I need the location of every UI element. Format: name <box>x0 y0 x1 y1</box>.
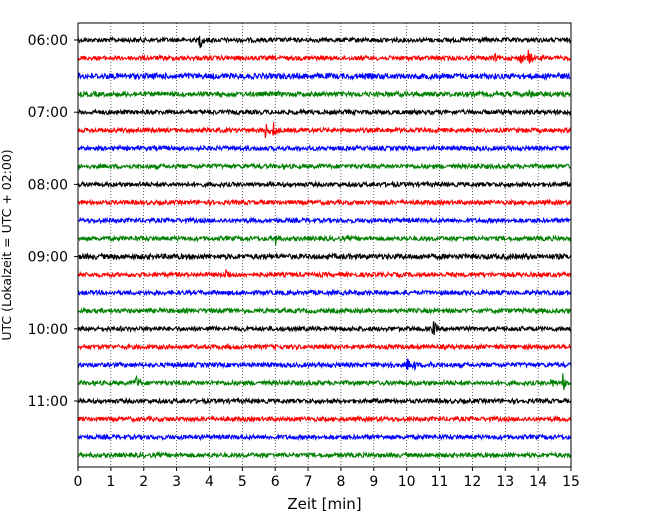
trace-11:45 <box>77 450 572 460</box>
x-tick-label-7: 7 <box>304 474 313 490</box>
x-tick-label-3: 3 <box>172 474 181 490</box>
trace-07:00 <box>77 107 572 117</box>
trace-07:45 <box>77 162 572 171</box>
x-tick-label-4: 4 <box>205 474 214 490</box>
y-tick-label-09:00: 09:00 <box>28 250 68 266</box>
trace-11:15 <box>77 414 572 424</box>
x-tick-label-2: 2 <box>139 474 148 490</box>
trace-06:15 <box>77 49 572 64</box>
x-tick-label-10: 10 <box>398 474 416 490</box>
trace-06:30 <box>77 71 572 82</box>
trace-08:15 <box>77 198 572 207</box>
x-tick-label-5: 5 <box>238 474 247 490</box>
y-axis-ticks: 06:00 07:00 08:00 09:00 10:00 11:00 <box>28 33 78 410</box>
y-tick-label-08:00: 08:00 <box>28 177 68 193</box>
trace-06:00 <box>77 35 572 49</box>
x-tick-label-6: 6 <box>271 474 280 490</box>
trace-09:30 <box>77 288 572 298</box>
x-tick-label-12: 12 <box>463 474 481 490</box>
trace-06:45 <box>77 89 572 99</box>
x-tick-label-11: 11 <box>431 474 449 490</box>
trace-08:00 <box>77 180 572 189</box>
trace-10:45 <box>77 373 572 391</box>
trace-10:30 <box>77 358 572 372</box>
plot-frame <box>77 22 572 468</box>
y-axis-label: UTC (Lokalzeit = UTC + 02:00) <box>0 149 14 340</box>
trace-11:00 <box>77 396 572 406</box>
trace-07:15 <box>77 122 572 139</box>
y-tick-label-06:00: 06:00 <box>28 33 68 49</box>
trace-10:15 <box>77 342 572 352</box>
trace-09:15 <box>77 269 572 279</box>
x-axis-ticks: 0 1 2 3 4 5 6 7 8 9 10 11 12 13 14 15 <box>74 467 580 490</box>
trace-10:00 <box>77 321 572 336</box>
traces <box>77 35 572 460</box>
x-tick-label-15: 15 <box>562 474 580 490</box>
y-tick-label-11:00: 11:00 <box>28 394 68 410</box>
x-axis-label: Zeit [min] <box>287 495 361 513</box>
y-tick-label-10:00: 10:00 <box>28 322 68 338</box>
trace-08:30 <box>77 216 572 225</box>
y-tick-label-07:00: 07:00 <box>28 105 68 121</box>
x-tick-label-8: 8 <box>336 474 345 490</box>
plot-background <box>78 23 571 467</box>
x-tick-label-9: 9 <box>369 474 378 490</box>
x-tick-label-0: 0 <box>74 474 83 490</box>
trace-09:00 <box>77 252 572 262</box>
trace-07:30 <box>77 144 572 153</box>
trace-09:45 <box>77 306 572 316</box>
x-tick-label-1: 1 <box>106 474 115 490</box>
trace-08:45 <box>77 234 572 246</box>
x-tick-label-13: 13 <box>496 474 514 490</box>
grid-lines <box>110 23 539 467</box>
trace-11:30 <box>77 432 572 442</box>
x-tick-label-14: 14 <box>529 474 547 490</box>
